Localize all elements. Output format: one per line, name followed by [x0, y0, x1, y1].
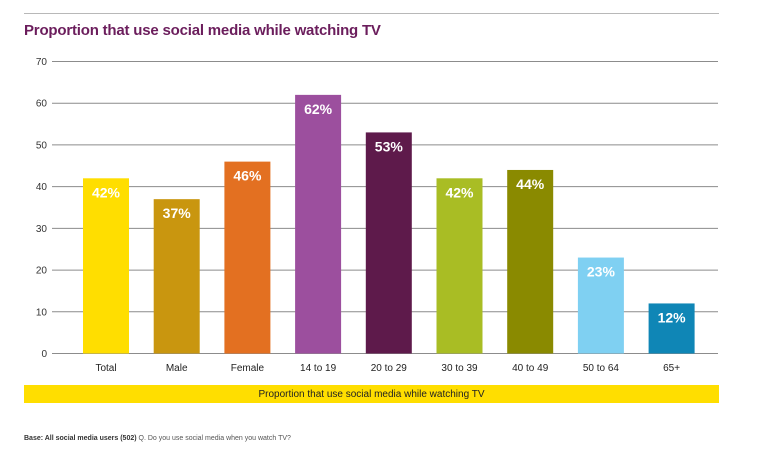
bar [83, 178, 129, 354]
bar [295, 94, 342, 354]
data-label: 12% [658, 309, 687, 325]
top-rule [24, 13, 719, 14]
data-label: 42% [445, 184, 474, 200]
data-label: 46% [233, 168, 262, 184]
y-tick-label: 20 [36, 266, 48, 277]
bar [436, 178, 483, 354]
footnote: Base: All social media users (502) Q. Do… [24, 435, 291, 442]
footnote-base: Base: All social media users (502) [24, 435, 137, 442]
bar [648, 303, 695, 354]
x-tick-label: Male [166, 363, 188, 374]
x-tick-label: 20 to 29 [371, 363, 408, 374]
bar [224, 161, 271, 354]
footnote-question: Q. Do you use social media when you watc… [138, 435, 291, 442]
data-label: 53% [375, 138, 404, 154]
y-tick-label: 40 [36, 182, 48, 193]
data-label: 37% [163, 205, 192, 221]
y-tick-label: 30 [36, 224, 48, 235]
y-tick-label: 0 [41, 349, 47, 360]
x-tick-label: 65+ [663, 363, 680, 374]
bar [577, 257, 624, 354]
bar [507, 169, 554, 354]
y-tick-label: 10 [36, 307, 48, 318]
data-label: 23% [587, 264, 616, 280]
y-tick-label: 50 [36, 140, 48, 151]
legend-label: Proportion that use social media while w… [258, 388, 485, 400]
x-tick-label: 30 to 39 [441, 363, 478, 374]
x-tick-label: 50 to 64 [583, 363, 620, 374]
x-tick-label: Total [95, 363, 116, 374]
data-label: 42% [92, 184, 121, 200]
x-tick-label: Female [231, 363, 265, 374]
chart-title: Proportion that use social media while w… [24, 22, 381, 39]
data-label: 62% [304, 101, 333, 117]
bar [365, 132, 412, 354]
legend-band: Proportion that use social media while w… [24, 385, 719, 403]
y-tick-label: 70 [36, 57, 48, 68]
x-tick-label: 40 to 49 [512, 363, 549, 374]
data-label: 44% [516, 176, 545, 192]
y-tick-label: 60 [36, 99, 48, 110]
bar [153, 199, 200, 354]
x-tick-label: 14 to 19 [300, 363, 337, 374]
